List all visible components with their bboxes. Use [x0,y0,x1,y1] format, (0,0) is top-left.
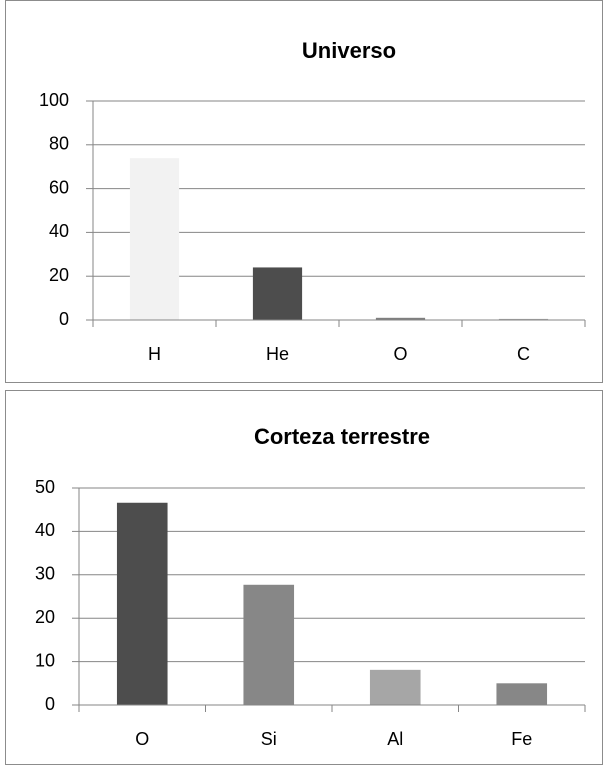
x-tick-label: O [393,344,407,364]
bar [498,318,549,320]
y-tick-label: 60 [49,177,69,197]
bar [243,584,295,705]
bar [129,158,180,320]
y-tick-label: 40 [49,221,69,241]
x-tick-label: C [517,344,530,364]
bar [116,502,168,705]
y-tick-label: 80 [49,134,69,154]
x-tick-label: Fe [511,729,532,749]
bar [496,683,548,705]
x-tick-label: He [266,344,289,364]
bar [375,317,426,320]
x-tick-label: Al [387,729,403,749]
x-tick-label: H [148,344,161,364]
y-tick-label: 100 [39,90,69,110]
y-tick-label: 40 [35,520,55,540]
bar [252,267,303,320]
chart-title: Corteza terrestre [254,424,430,449]
y-tick-label: 20 [49,265,69,285]
x-tick-label: O [135,729,149,749]
y-tick-label: 20 [35,607,55,627]
chart-title: Universo [302,38,396,63]
x-tick-label: Si [261,729,277,749]
y-tick-label: 10 [35,650,55,670]
y-tick-label: 0 [45,694,55,714]
chart-frame [5,0,603,383]
y-tick-label: 0 [59,309,69,329]
y-tick-label: 50 [35,477,55,497]
y-tick-label: 30 [35,564,55,584]
bar [369,669,421,705]
